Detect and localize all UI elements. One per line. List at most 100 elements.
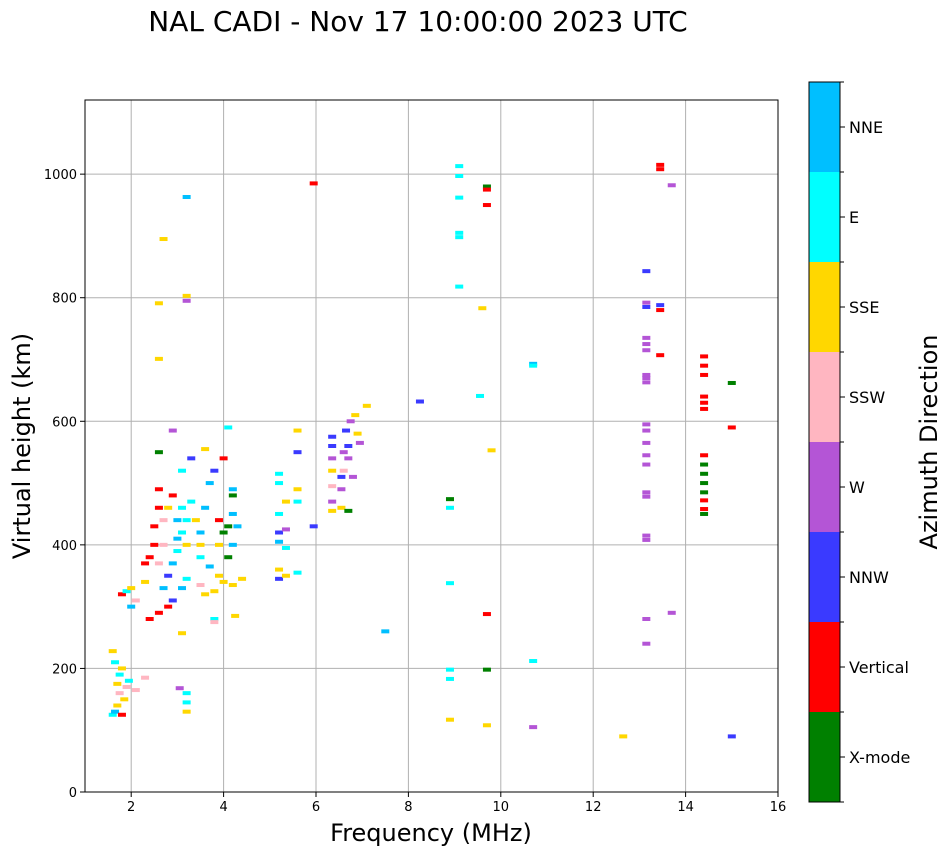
data-point [233,524,242,529]
data-point [275,530,284,535]
data-point [415,399,424,404]
data-point [219,456,228,461]
data-point [642,462,651,467]
data-point [529,659,538,664]
colorbar-segment [809,442,840,532]
data-point [482,187,491,192]
data-point [178,586,187,591]
data-point [210,468,219,473]
grid-lines [85,100,779,793]
data-point [700,400,709,405]
data-points [108,162,736,739]
data-point [122,589,131,594]
x-tick-label: 16 [770,800,787,815]
data-point [154,301,163,306]
colorbar-segment [809,352,840,442]
data-point [445,497,454,502]
colorbar-segment [809,712,840,802]
data-point [642,304,651,309]
data-point [351,413,360,418]
data-point [656,162,665,167]
data-point [173,536,182,541]
data-point [529,725,538,730]
data-point [113,703,122,708]
data-point [727,425,736,430]
colorbar-segment [809,532,840,622]
y-tick-label: 400 [52,539,77,554]
data-point [150,542,159,547]
data-point [154,561,163,566]
data-point [337,505,346,510]
data-point [108,712,117,717]
data-point [228,542,237,547]
data-point [173,518,182,523]
data-point [154,610,163,615]
x-axis-label: Frequency (MHz) [330,819,532,847]
data-point [228,493,237,498]
data-point [337,487,346,492]
data-point [191,518,200,523]
data-point [154,450,163,455]
x-tick-label: 2 [127,800,135,815]
data-point [111,709,120,714]
data-point [196,583,205,588]
data-point [342,428,351,433]
data-point [182,298,191,303]
data-point [175,686,184,691]
data-point [642,453,651,458]
data-point [164,573,173,578]
data-point [182,293,191,298]
data-point [642,380,651,385]
data-point [727,734,736,739]
data-point [642,342,651,347]
data-point [529,363,538,368]
data-point [642,300,651,305]
data-point [117,712,126,717]
data-point [141,561,150,566]
data-point [113,681,122,686]
data-point [150,524,159,529]
data-point [196,555,205,560]
data-point [122,684,131,689]
data-point [275,471,284,476]
data-point [127,604,136,609]
data-point [293,570,302,575]
data-point [164,505,173,510]
data-point [281,573,290,578]
data-point [642,533,651,538]
data-point [348,474,357,479]
data-point [127,586,136,591]
data-point [667,183,676,188]
data-point [154,487,163,492]
data-point [642,372,651,377]
data-point [700,372,709,377]
y-axis-label: Virtual height (km) [8,333,36,559]
data-point [168,428,177,433]
data-point [700,363,709,368]
data-point [700,453,709,458]
x-tick-label: 4 [219,800,227,815]
colorbar-tick-label: NNW [849,568,889,587]
data-point [362,403,371,408]
data-point [642,641,651,646]
colorbar-label: Azimuth Direction [915,335,943,550]
data-point [164,604,173,609]
data-point [482,184,491,189]
data-point [228,511,237,516]
y-tick-label: 200 [52,662,77,677]
data-point [120,697,129,702]
data-point [178,505,187,510]
data-point [642,537,651,542]
data-point [201,447,210,452]
data-point [328,456,337,461]
data-point [700,498,709,503]
data-point [168,598,177,603]
data-point [178,468,187,473]
data-point [117,592,126,597]
data-point [381,629,390,634]
data-point [228,487,237,492]
data-point [210,617,219,621]
data-point [482,667,491,672]
data-point [141,579,150,584]
